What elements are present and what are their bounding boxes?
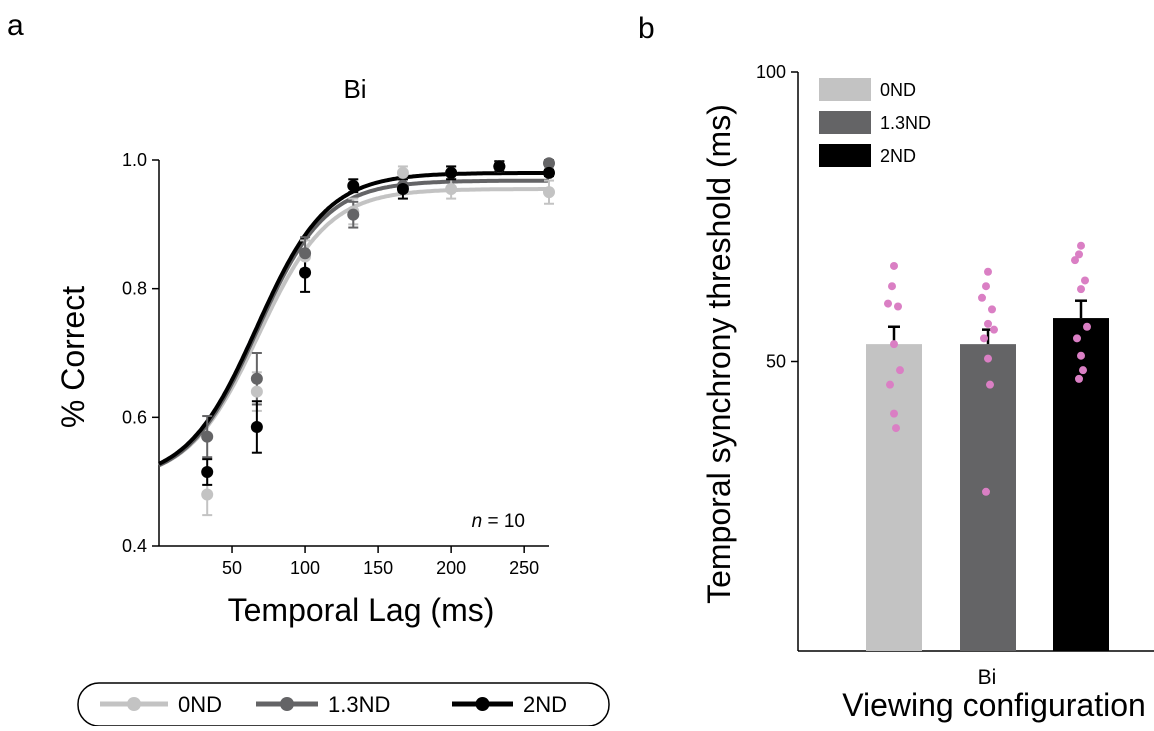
legend-a-label-2ND: 2ND: [523, 692, 567, 717]
panel-b-label: b: [638, 12, 655, 45]
individual-point-1.3ND: [986, 380, 994, 389]
data-point-2ND: [396, 182, 409, 195]
individual-point-1.3ND: [988, 305, 996, 314]
chart-a-y-tick-label: 0.4: [122, 536, 147, 556]
chart-b-legend: 0ND 1.3ND 2ND: [819, 78, 931, 167]
individual-point-2ND: [1077, 241, 1085, 250]
chart-a-y-tick-label: 1.0: [122, 150, 147, 170]
chart-a-y-tick-label: 0.6: [122, 407, 147, 427]
individual-point-0ND: [884, 299, 892, 308]
data-point-2ND: [201, 466, 214, 479]
chart-a-y-label: % Correct: [55, 286, 91, 428]
chart-a-x-tick-label: 50: [222, 558, 242, 578]
chart-a-x-tick-label: 250: [509, 558, 539, 578]
chart-a-x-tick-label: 100: [290, 558, 320, 578]
legend-a-label-1.3ND: 1.3ND: [328, 692, 390, 717]
legend-b-swatch-2ND: [819, 144, 871, 167]
legend-b-swatch-0ND: [819, 78, 871, 101]
data-point-0ND: [201, 488, 214, 501]
legend-a-items: 0ND 1.3ND 2ND: [100, 692, 567, 717]
chart-a-axes: [158, 160, 549, 547]
legend-a-marker-1.3ND: [280, 697, 294, 711]
chart-a-x-ticks: 50 100 150 200 250: [222, 546, 539, 578]
individual-point-0ND: [890, 409, 898, 418]
chart-b-category-label: Bi: [978, 666, 997, 689]
chart-b-y-tick-label: 50: [766, 352, 786, 372]
legend-a-marker-0ND: [127, 697, 141, 711]
individual-point-1.3ND: [982, 487, 990, 496]
data-point-2ND: [299, 266, 312, 279]
individual-point-0ND: [888, 282, 896, 291]
individual-point-2ND: [1077, 351, 1085, 360]
data-point-2ND: [347, 179, 360, 192]
individual-point-0ND: [894, 302, 902, 311]
chart-a-data-points: [201, 157, 555, 501]
individual-point-1.3ND: [984, 354, 992, 363]
data-point-0ND: [543, 186, 555, 199]
individual-point-0ND: [890, 261, 898, 270]
data-point-1.3ND: [299, 247, 312, 260]
individual-point-2ND: [1073, 334, 1081, 343]
legend-b-swatch-1.3ND: [819, 111, 871, 134]
individual-point-0ND: [886, 380, 894, 389]
data-point-2ND: [250, 420, 263, 433]
individual-point-1.3ND: [990, 325, 998, 334]
chart-a-y-tick-label: 0.8: [122, 279, 147, 299]
bar-1.3ND: [960, 344, 1016, 651]
individual-point-0ND: [892, 424, 900, 433]
individual-point-2ND: [1071, 256, 1079, 265]
chart-b-individual-points: [884, 241, 1091, 496]
bar-0ND: [866, 344, 922, 651]
chart-a-legend: 0ND 1.3ND 2ND: [77, 682, 610, 727]
individual-point-2ND: [1079, 366, 1087, 375]
chart-b-y-label: Temporal synchrony threshold (ms): [701, 104, 737, 604]
individual-point-2ND: [1075, 374, 1083, 383]
chart-a-x-tick-label: 200: [436, 558, 466, 578]
panel-a-label: a: [7, 9, 24, 42]
individual-point-2ND: [1077, 285, 1085, 294]
individual-point-1.3ND: [978, 293, 986, 302]
data-point-2ND: [493, 160, 506, 173]
chart-a-n-annotation: n = 10: [472, 511, 525, 532]
individual-point-1.3ND: [984, 319, 992, 328]
chart-b-y-ticks: 50 100: [756, 62, 798, 372]
data-point-1.3ND: [201, 430, 214, 443]
chart-a-x-label: Temporal Lag (ms): [228, 592, 495, 628]
chart-b-bars: [866, 318, 1109, 651]
individual-point-2ND: [1075, 250, 1083, 259]
individual-point-1.3ND: [980, 334, 988, 343]
data-point-0ND: [396, 166, 409, 179]
data-point-1.3ND: [250, 372, 263, 385]
data-point-0ND: [445, 182, 458, 195]
legend-a-marker-2ND: [475, 697, 490, 711]
individual-point-0ND: [896, 366, 904, 375]
individual-point-0ND: [890, 340, 898, 349]
data-point-2ND: [445, 166, 458, 179]
legend-b-label-0ND: 0ND: [880, 80, 916, 100]
chart-b-y-tick-label: 100: [756, 62, 786, 82]
fit-curve-0ND: [158, 187, 549, 468]
individual-point-1.3ND: [984, 267, 992, 276]
chart-b-x-label: Viewing configuration: [842, 687, 1146, 723]
legend-b-label-1.3ND: 1.3ND: [880, 113, 931, 133]
data-point-1.3ND: [543, 157, 555, 170]
panel-a-chart: Bi 0.4 0.6 0.8 1.0 50 100 150 200 250 Temporal …: [55, 74, 555, 628]
legend-a-label-0ND: 0ND: [178, 692, 222, 717]
legend-b-label-2ND: 2ND: [880, 146, 916, 166]
panel-b-chart: 50 100 0ND 1.3ND 2ND Bi Viewing configurati…: [701, 62, 1154, 723]
chart-a-x-tick-label: 150: [363, 558, 393, 578]
chart-a-y-ticks: 0.4 0.6 0.8 1.0: [122, 150, 159, 556]
individual-point-2ND: [1083, 322, 1091, 331]
chart-a-title: Bi: [343, 74, 366, 104]
individual-point-2ND: [1081, 276, 1089, 285]
data-point-1.3ND: [347, 208, 360, 221]
data-point-2ND: [543, 166, 555, 179]
data-point-0ND: [250, 385, 263, 398]
individual-point-1.3ND: [982, 282, 990, 291]
